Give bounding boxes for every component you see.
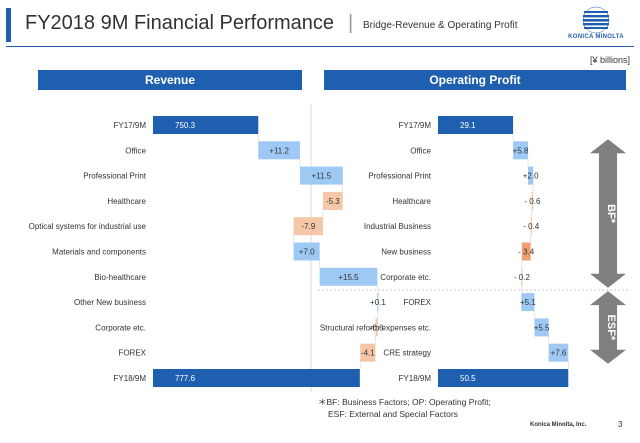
category-label: FOREX [403, 298, 431, 307]
data-label: 50.5 [460, 374, 476, 383]
footnote: ＊BF: Business Factors; OP: Operating Pro… [318, 396, 491, 420]
page-subtitle: Bridge-Revenue & Operating Profit [363, 20, 518, 31]
bar [377, 293, 379, 312]
revenue-header: Revenue [38, 70, 302, 90]
data-label: +11.2 [269, 146, 289, 155]
category-label: FOREX [118, 349, 146, 358]
category-label: Healthcare [107, 197, 146, 206]
bar [438, 369, 569, 387]
bar [153, 369, 360, 387]
data-label: -5.3 [326, 197, 340, 206]
data-label: 777.6 [175, 374, 196, 383]
category-label: FY17/9M [399, 121, 432, 130]
data-label: +11.5 [312, 172, 332, 181]
category-label: New business [381, 248, 431, 257]
bar [528, 166, 534, 185]
logo-text: KONICA MINOLTA [568, 34, 624, 40]
annotation-arrow: ESF* [590, 291, 626, 364]
category-label: Office [125, 146, 146, 155]
annotation-label: BF* [605, 204, 617, 224]
footer-company: Konica Minolta, Inc. [530, 422, 587, 428]
data-label: - 0.2 [514, 273, 531, 282]
bar [548, 343, 569, 362]
double-arrow-icon [590, 291, 626, 364]
bar [258, 141, 300, 160]
bar [521, 242, 531, 261]
bar [534, 318, 549, 337]
category-label: Bio-healthcare [94, 273, 146, 282]
title-underline [6, 46, 634, 47]
footnote-line-2: ESF: External and Special Factors [328, 409, 458, 419]
operating-profit-header: Operating Profit [324, 70, 626, 90]
category-label: Industrial Business [364, 222, 431, 231]
category-label: Corporate etc. [95, 323, 146, 332]
data-label: +5.1 [520, 298, 536, 307]
bar [521, 293, 535, 312]
annotation-label: ESF* [605, 315, 617, 341]
page-title: FY2018 9M Financial Performance [25, 12, 335, 34]
category-label: FY18/9M [399, 374, 432, 383]
bar [293, 217, 324, 236]
double-arrow-icon [590, 139, 626, 288]
title-separator: | [348, 12, 354, 34]
data-label: - 0.6 [524, 197, 541, 206]
data-label: +0.1 [370, 298, 386, 307]
bar [531, 191, 534, 210]
category-label: Corporate etc. [380, 273, 431, 282]
data-label: +7.6 [551, 349, 567, 358]
unit-label: [¥ billions] [589, 55, 630, 65]
category-label: Other New business [74, 298, 146, 307]
data-label: +7.0 [299, 248, 315, 257]
bar [521, 267, 523, 286]
data-label: +15.5 [338, 273, 359, 282]
category-label: Healthcare [392, 197, 431, 206]
category-label: Office [410, 146, 431, 155]
data-label: -0.6 [370, 323, 384, 332]
category-label: Professional Print [83, 172, 146, 181]
data-label: -4.1 [361, 349, 375, 358]
bar [438, 116, 514, 134]
page-number: 3 [618, 420, 623, 429]
data-label: +5.5 [534, 323, 550, 332]
data-label: +2.0 [523, 172, 539, 181]
data-label: - 3.4 [518, 248, 535, 257]
category-label: CRE strategy [383, 349, 431, 358]
category-label: Professional Print [368, 172, 431, 181]
bar [323, 191, 343, 210]
bar [530, 217, 532, 236]
bar [319, 267, 378, 286]
bar [293, 242, 320, 261]
category-label: Materials and components [52, 248, 146, 257]
data-label: 750.3 [175, 121, 196, 130]
bar [360, 343, 376, 362]
konica-minolta-logo-icon [582, 6, 610, 34]
category-label: FY17/9M [114, 121, 147, 130]
bar [299, 166, 343, 185]
data-label: 29.1 [460, 121, 476, 130]
data-label: - 0.4 [523, 222, 540, 231]
data-label: -7.9 [301, 222, 315, 231]
bar [513, 141, 529, 160]
category-label: Optical systems for industrial use [29, 222, 147, 231]
footnote-line-1: ＊BF: Business Factors; OP: Operating Pro… [318, 397, 491, 407]
category-label: FY18/9M [114, 374, 147, 383]
bar [153, 116, 259, 134]
bar [375, 318, 378, 337]
title-bar: FY2018 9M Financial Performance | Bridge… [6, 8, 526, 42]
data-label: +5.8 [513, 146, 529, 155]
annotation-arrow: BF* [590, 139, 626, 288]
category-label: Structural reform expenses etc. [320, 323, 431, 332]
